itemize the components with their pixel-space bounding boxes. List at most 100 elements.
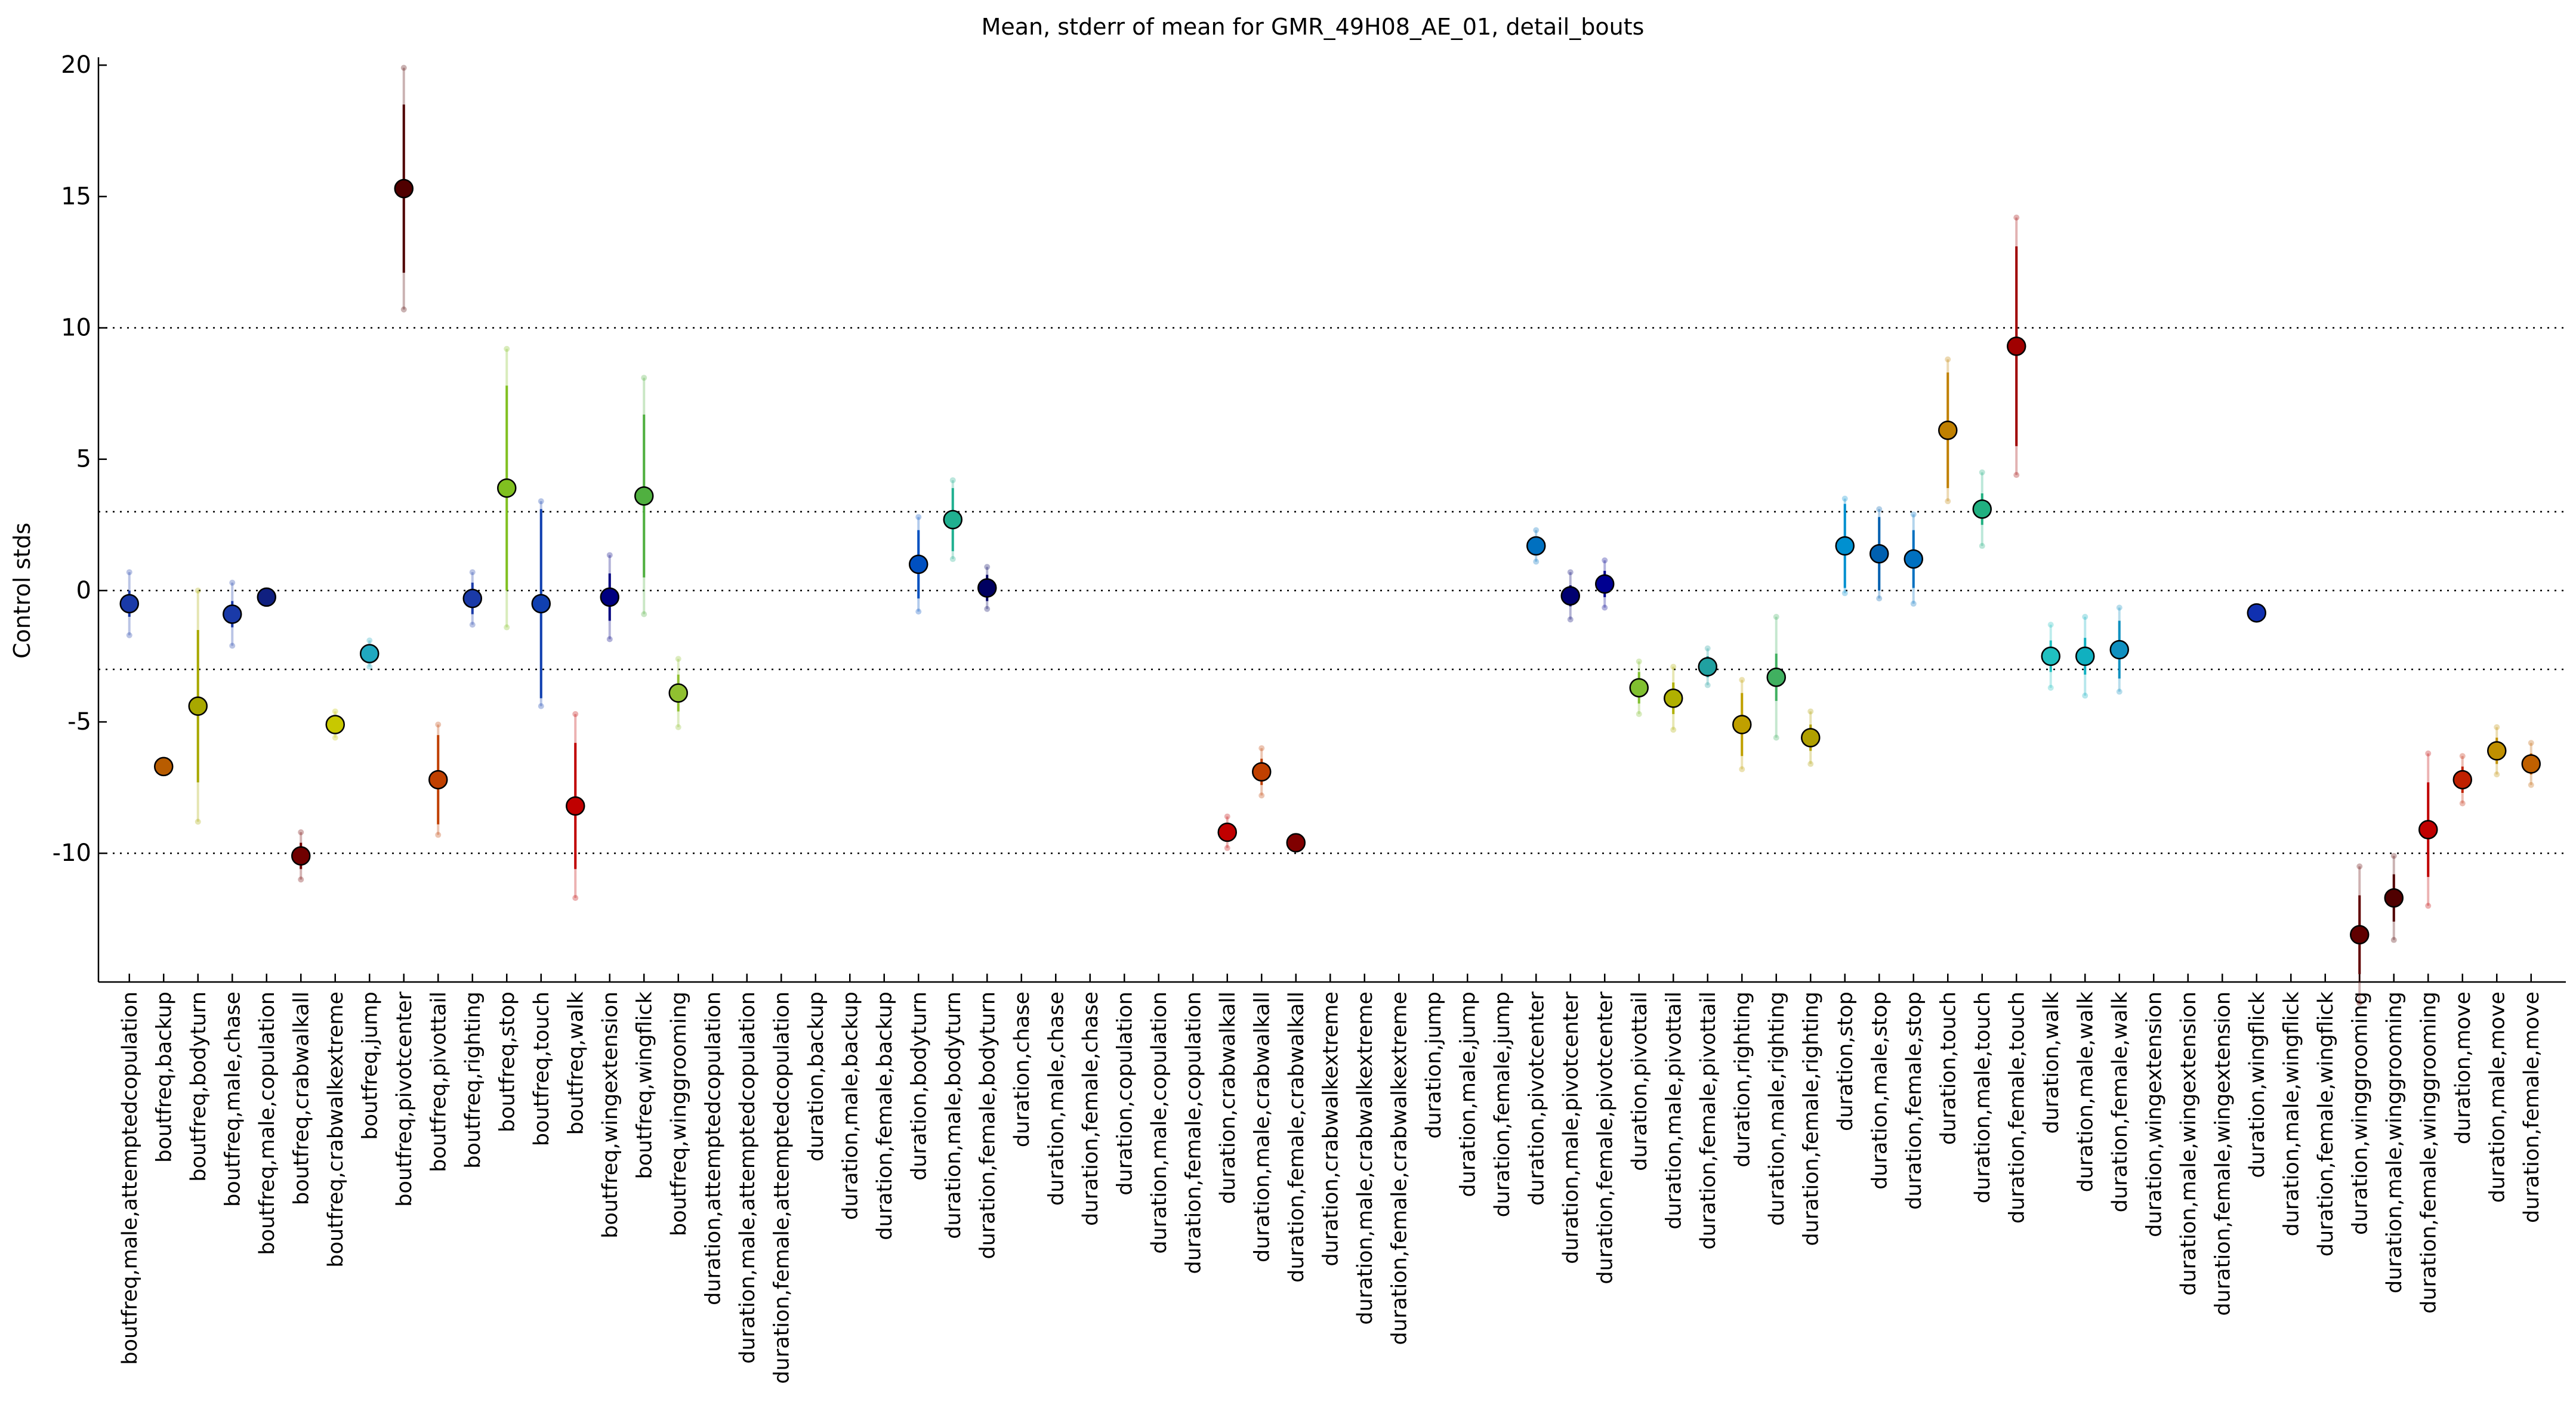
x-tick-label: duration,wingflick [2245, 991, 2269, 1178]
x-tick-label: boutfreq,male,attemptedcopulation [118, 992, 142, 1365]
x-tick-label: boutfreq,wingflick [633, 991, 656, 1179]
spread-end [2459, 753, 2466, 759]
spread-end [2459, 800, 2466, 807]
mean-marker [1835, 536, 1855, 556]
x-tick-label: duration,female,chase [1079, 992, 1103, 1226]
spread-end [504, 624, 510, 631]
mean-marker [2521, 754, 2541, 774]
mean-marker [977, 578, 997, 598]
spread-end [2528, 740, 2534, 746]
spread-end [366, 663, 373, 670]
x-tick-label: duration,pivottail [1628, 992, 1652, 1171]
spread-end [1704, 645, 1711, 651]
spread-end [332, 734, 338, 741]
x-tick-label: duration,female,move [2520, 992, 2544, 1223]
spread-end [298, 876, 304, 883]
x-tick-label: duration,female,bodyturn [976, 992, 999, 1259]
spread-end [332, 708, 338, 715]
spread-end [1876, 506, 1883, 512]
spread-end [984, 564, 991, 570]
mean-marker [668, 683, 688, 703]
x-tick-label: boutfreq,walk [564, 991, 588, 1135]
x-tick-label: duration,male,backup [838, 992, 862, 1220]
spread-end [1704, 682, 1711, 688]
spread-end [1670, 663, 1677, 670]
spread-end [1636, 658, 1642, 665]
x-tick-label: duration,pivotcenter [1525, 991, 1548, 1205]
mean-marker [2109, 640, 2129, 660]
x-tick-label: duration,male,stop [1868, 992, 1892, 1190]
mean-marker [1560, 586, 1580, 606]
spread-end [1979, 543, 1985, 549]
spread-end [126, 569, 132, 576]
x-tick-label: duration,crabwalkall [1216, 992, 1240, 1204]
spread-end [949, 556, 956, 563]
spread-end [2116, 604, 2122, 611]
spread-end [675, 724, 681, 730]
mean-marker [325, 715, 345, 734]
mean-marker [257, 587, 276, 607]
spread-end [400, 306, 407, 313]
y-tick-label: -5 [67, 708, 91, 736]
mean-marker [188, 696, 208, 716]
x-tick-label: duration,jump [1422, 992, 1446, 1139]
mean-marker [600, 587, 619, 607]
spread-end [1945, 498, 1951, 505]
mean-marker [2041, 646, 2060, 666]
x-tick-label: boutfreq,pivottail [427, 992, 451, 1172]
x-tick-label: duration,female,wingextension [2211, 992, 2235, 1316]
spread-end [469, 622, 476, 628]
spread-end [641, 611, 647, 617]
x-tick-label: duration,crabwalkextreme [1319, 992, 1343, 1267]
mean-marker [291, 846, 311, 866]
mean-marker [462, 588, 482, 609]
spread-end [606, 636, 613, 643]
mean-marker [119, 594, 139, 614]
spread-end [2494, 771, 2500, 778]
chart-title: Mean, stderr of mean for GMR_49H08_AE_01… [982, 14, 1645, 40]
x-tick-label: duration,winggrooming [2348, 992, 2372, 1235]
x-tick-label: duration,righting [1730, 992, 1754, 1168]
x-tick-label: boutfreq,jump [358, 992, 382, 1140]
y-tick-label: 0 [76, 577, 91, 604]
mean-marker [2487, 741, 2507, 761]
mean-marker [531, 594, 551, 614]
mean-marker [1938, 421, 1958, 440]
x-tick-label: boutfreq,crabwalkall [289, 992, 313, 1205]
mean-marker [394, 178, 414, 199]
mean-marker [223, 604, 242, 624]
mean-marker [2075, 646, 2095, 666]
y-tick-label: 5 [76, 446, 91, 473]
x-tick-label: duration,stop [1834, 992, 1858, 1131]
spread-end [2047, 622, 2054, 628]
x-tick-label: duration,female,copulation [1181, 992, 1205, 1274]
x-tick-label: boutfreq,touch [530, 992, 554, 1146]
x-tick-label: duration,male,crabwalkextreme [1353, 992, 1377, 1325]
x-tick-label: duration,female,pivottail [1696, 992, 1720, 1250]
x-tick-label: boutfreq,winggrooming [667, 992, 691, 1236]
spread-end [298, 829, 304, 836]
x-tick-label: boutfreq,stop [495, 992, 519, 1132]
x-tick-label: duration,female,crabwalkall [1285, 992, 1309, 1283]
x-tick-label: duration,male,wingflick [2279, 991, 2303, 1236]
mean-marker [2384, 888, 2404, 908]
mean-marker [634, 486, 654, 506]
spread-end [1636, 711, 1642, 717]
x-tick-label: duration,male,wingextension [2177, 992, 2201, 1296]
x-tick-label: boutfreq,male,copulation [255, 992, 279, 1255]
spread-end [1258, 745, 1265, 752]
mean-marker [1217, 822, 1237, 842]
y-tick-label: 20 [61, 51, 91, 79]
mean-marker [154, 756, 174, 777]
spread-end [1739, 766, 1745, 773]
spread-end [1841, 590, 1848, 597]
mean-marker [1664, 688, 1683, 708]
mean-marker [909, 554, 928, 575]
x-tick-label: duration,female,winggrooming [2417, 992, 2441, 1314]
mean-marker [2418, 820, 2438, 839]
spread-end [984, 606, 991, 612]
y-axis-label: Control stds [9, 523, 35, 659]
spread-end [2390, 853, 2397, 859]
x-tick-label: duration,female,attemptedcopulation [770, 992, 794, 1384]
x-tick-label: duration,female,backup [873, 992, 897, 1240]
